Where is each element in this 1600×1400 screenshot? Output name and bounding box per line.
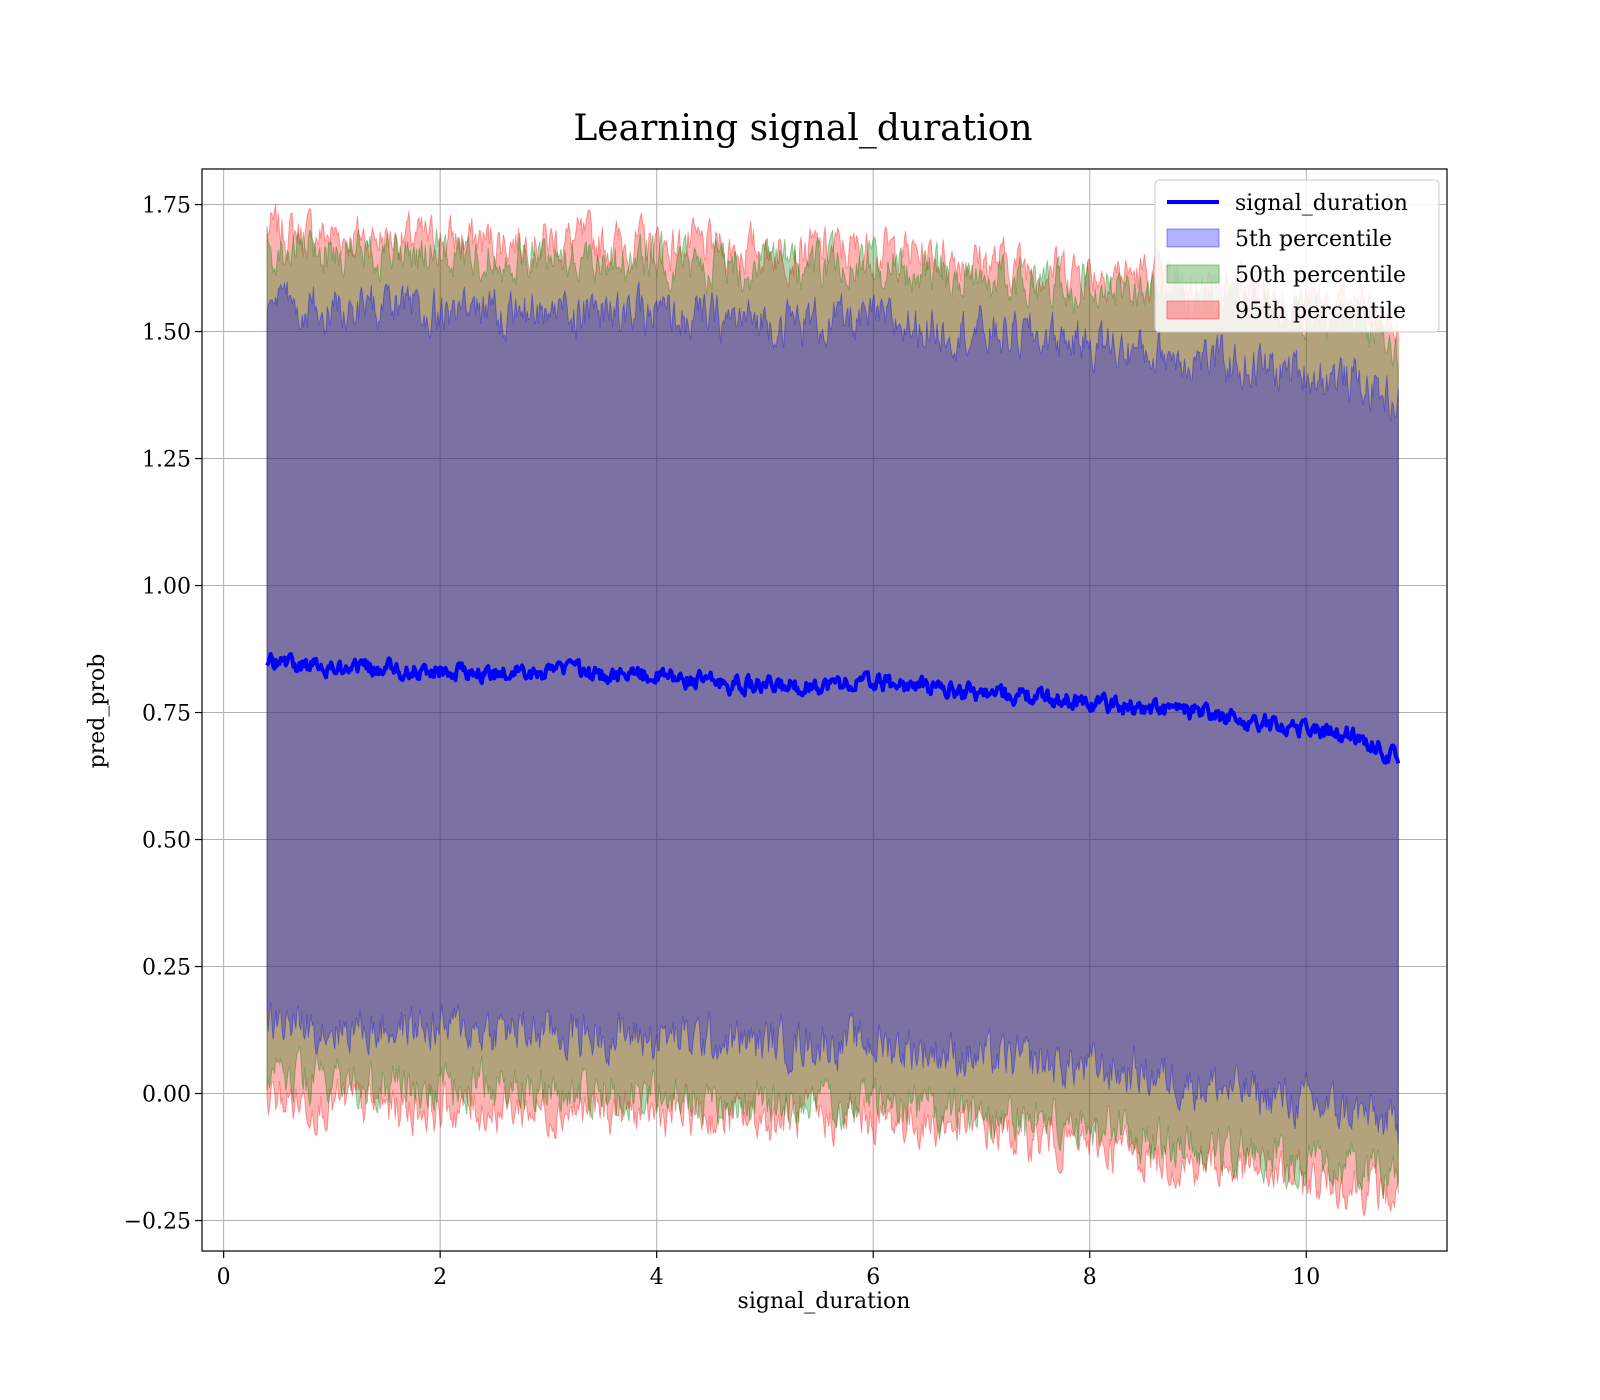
legend-label: 5th percentile: [1235, 227, 1392, 252]
y-tick-label: 0.75: [142, 702, 191, 727]
legend-label: 95th percentile: [1235, 299, 1406, 324]
x-axis-label: signal_duration: [738, 1289, 911, 1314]
chart-title: Learning signal_duration: [573, 108, 1032, 149]
y-tick-label: 0.25: [142, 956, 191, 981]
y-tick-label: 1.00: [142, 575, 191, 600]
legend-item[interactable]: 95th percentile: [1166, 299, 1406, 324]
x-tick-label: 0: [217, 1265, 231, 1290]
band-50th-percentile: [266, 228, 1399, 1200]
y-tick-label: 0.00: [142, 1083, 191, 1108]
legend[interactable]: signal_duration 5th percentile 50th percen…: [1154, 179, 1440, 333]
x-tick-label: 8: [1083, 1265, 1097, 1290]
legend-label: signal_duration: [1235, 191, 1408, 216]
legend-band-swatch: [1166, 300, 1220, 320]
legend-item[interactable]: 50th percentile: [1166, 263, 1406, 288]
series-lines: [265, 652, 1401, 765]
x-tick-label: 4: [650, 1265, 664, 1290]
legend-band-swatch: [1166, 264, 1220, 284]
x-tick-label: 6: [866, 1265, 880, 1290]
x-axis-ticks: 0 2 4 6 8 10: [217, 1251, 1320, 1290]
x-tick-label: 2: [433, 1265, 447, 1290]
band-95th-percentile: [266, 203, 1399, 1217]
line-signal_duration: [265, 652, 1401, 765]
y-tick-label: 1.75: [142, 194, 191, 219]
y-tick-label: −0.25: [124, 1210, 191, 1235]
y-tick-label: 1.50: [142, 321, 191, 346]
y-axis-label: pred_prob: [85, 654, 110, 769]
band-5th-percentile: [266, 281, 1399, 1145]
legend-box: [1154, 179, 1440, 333]
plot-frame: [201, 168, 1448, 1252]
legend-label: 50th percentile: [1235, 263, 1406, 288]
y-axis-ticks: −0.25 0.00 0.25 0.50 0.75 1.00 1.25 1.50 1.75: [124, 194, 202, 1235]
legend-band-swatch: [1166, 228, 1220, 248]
legend-item[interactable]: signal_duration: [1167, 191, 1408, 216]
y-tick-label: 0.50: [142, 829, 191, 854]
percentile-bands: [266, 203, 1399, 1217]
legend-item[interactable]: 5th percentile: [1166, 227, 1392, 252]
x-tick-label: 10: [1292, 1265, 1320, 1290]
y-tick-label: 1.25: [142, 448, 191, 473]
